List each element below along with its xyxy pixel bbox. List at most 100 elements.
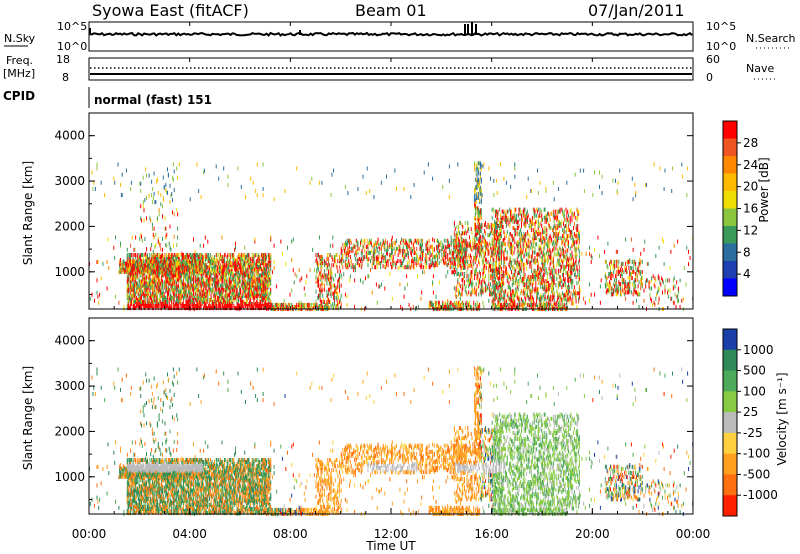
power-cell bbox=[136, 287, 138, 292]
power-cell bbox=[454, 265, 456, 270]
power-cell bbox=[200, 281, 202, 286]
power-cell bbox=[484, 243, 486, 248]
power-cell bbox=[460, 244, 462, 249]
power-cell bbox=[214, 302, 216, 306]
power-cell bbox=[478, 238, 480, 243]
power-cell bbox=[209, 253, 211, 257]
power-cell bbox=[336, 253, 338, 257]
power-cell bbox=[221, 285, 223, 290]
power-cell bbox=[167, 306, 169, 311]
power-cell bbox=[350, 246, 352, 251]
power-cell bbox=[264, 281, 266, 286]
power-cell bbox=[185, 306, 187, 311]
power-cell bbox=[155, 259, 157, 264]
power-cell bbox=[229, 306, 231, 311]
power-cell bbox=[221, 255, 223, 259]
power-cell bbox=[263, 267, 265, 272]
power-cell bbox=[323, 304, 325, 309]
power-cell bbox=[238, 273, 240, 278]
power-cell bbox=[157, 279, 159, 284]
power-cell bbox=[270, 277, 272, 282]
power-cell bbox=[167, 291, 169, 296]
power-cell bbox=[163, 299, 165, 304]
power-cell bbox=[130, 279, 132, 284]
power-cell bbox=[245, 273, 247, 278]
power-cell bbox=[160, 202, 162, 207]
power-cell bbox=[497, 209, 499, 214]
power-cell bbox=[281, 302, 283, 307]
power-cell bbox=[170, 293, 172, 298]
power-cell bbox=[235, 275, 237, 280]
power-cell bbox=[201, 293, 203, 298]
power-cell bbox=[151, 302, 153, 306]
power-cell bbox=[218, 271, 220, 276]
power-cell bbox=[473, 261, 475, 266]
power-cell bbox=[493, 244, 495, 249]
power-cell bbox=[198, 253, 200, 257]
power-cell bbox=[216, 257, 218, 262]
power-cell bbox=[179, 295, 181, 300]
power-cell bbox=[195, 306, 197, 311]
power-cell bbox=[138, 293, 140, 298]
power-cell bbox=[329, 271, 331, 276]
power-cell bbox=[177, 269, 179, 274]
power-cell bbox=[261, 267, 263, 272]
power-cell bbox=[276, 302, 278, 307]
power-cell bbox=[125, 269, 127, 274]
power-cell bbox=[181, 259, 183, 264]
power-cell bbox=[454, 302, 456, 307]
power-cell bbox=[229, 257, 231, 262]
power-cell bbox=[223, 267, 225, 272]
power-cell bbox=[183, 275, 185, 280]
power-cell bbox=[224, 277, 226, 282]
power-cell bbox=[400, 263, 402, 268]
power-cell bbox=[267, 295, 269, 300]
power-cell bbox=[135, 297, 137, 302]
power-cell bbox=[167, 259, 169, 264]
power-cell bbox=[133, 265, 135, 270]
power-cell bbox=[144, 304, 146, 308]
power-cell bbox=[376, 248, 378, 253]
power-cell bbox=[287, 304, 289, 309]
power-cell bbox=[255, 304, 257, 308]
power-cell bbox=[202, 293, 204, 298]
power-cell bbox=[402, 250, 404, 255]
power-cell bbox=[411, 253, 413, 257]
power-cell bbox=[136, 297, 138, 302]
power-cell bbox=[484, 229, 486, 234]
power-cell bbox=[464, 239, 466, 244]
power-cell bbox=[334, 259, 336, 264]
power-cell bbox=[183, 261, 185, 266]
power-cell bbox=[168, 269, 170, 274]
power-cell bbox=[199, 306, 201, 311]
power-cell bbox=[151, 267, 153, 272]
power-cell bbox=[474, 161, 476, 166]
power-cell bbox=[264, 261, 266, 266]
power-cell bbox=[241, 273, 243, 278]
power-cell bbox=[162, 263, 164, 268]
power-cell bbox=[268, 304, 270, 309]
power-cell bbox=[142, 175, 144, 180]
power-cell bbox=[157, 263, 159, 268]
noise-left-tick-top: 10^5 bbox=[57, 20, 87, 33]
power-cell bbox=[134, 263, 136, 268]
power-cell bbox=[161, 267, 163, 272]
power-cell bbox=[162, 297, 164, 302]
power-cell bbox=[268, 267, 270, 272]
power-cell bbox=[177, 291, 179, 296]
power-cell bbox=[405, 253, 407, 257]
power-cell bbox=[169, 281, 171, 286]
power-cell bbox=[167, 281, 169, 286]
power-cell bbox=[162, 304, 164, 308]
power-cell bbox=[231, 285, 233, 290]
power-cell bbox=[193, 257, 195, 262]
power-cell bbox=[361, 253, 363, 257]
power-cell bbox=[139, 269, 141, 274]
power-cell bbox=[214, 291, 216, 296]
power-cell bbox=[465, 300, 467, 305]
power-cell bbox=[315, 289, 317, 294]
power-cell bbox=[197, 297, 199, 302]
power-cell bbox=[439, 240, 441, 245]
power-cell bbox=[208, 283, 210, 288]
power-cell bbox=[269, 297, 271, 302]
